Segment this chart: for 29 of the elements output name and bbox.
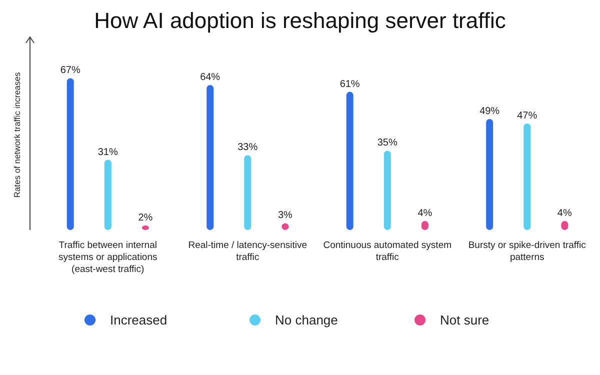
bar	[346, 92, 354, 230]
data-label: 67%	[60, 65, 80, 76]
bar	[524, 124, 531, 230]
chart-title: How AI adoption is reshaping server traffic	[94, 8, 506, 33]
bar	[486, 118, 494, 230]
x-tick-label: Traffic between internal systems or applications (east-west traffic)	[58, 240, 158, 275]
data-label: 35%	[377, 138, 398, 149]
y-axis-title: Rates of network traffic increases	[12, 72, 22, 198]
bar	[66, 78, 74, 230]
legend-label: No change	[275, 312, 338, 328]
legend-label: Increased	[110, 312, 168, 328]
x-tick-label: Real-time / latency-sensitive traffic	[188, 240, 308, 263]
data-label: 64%	[200, 72, 220, 84]
data-label: 49%	[480, 106, 500, 117]
bar	[244, 155, 252, 230]
bar	[384, 150, 391, 230]
data-label: 2%	[138, 212, 153, 224]
data-label: 47%	[517, 110, 538, 122]
data-label: 61%	[340, 78, 360, 90]
data-label: 31%	[98, 146, 118, 158]
bar	[104, 160, 112, 230]
data-label: 4%	[418, 208, 432, 219]
data-label: 33%	[238, 142, 258, 154]
legend-label: Not sure	[440, 312, 490, 328]
x-tick-label: Continuous automated system traffic	[323, 240, 452, 263]
bar	[206, 85, 214, 230]
data-label: 3%	[278, 210, 293, 222]
data-label: 4%	[557, 208, 572, 219]
x-tick-label: Bursty or spike-driven traffic patterns	[468, 240, 586, 263]
